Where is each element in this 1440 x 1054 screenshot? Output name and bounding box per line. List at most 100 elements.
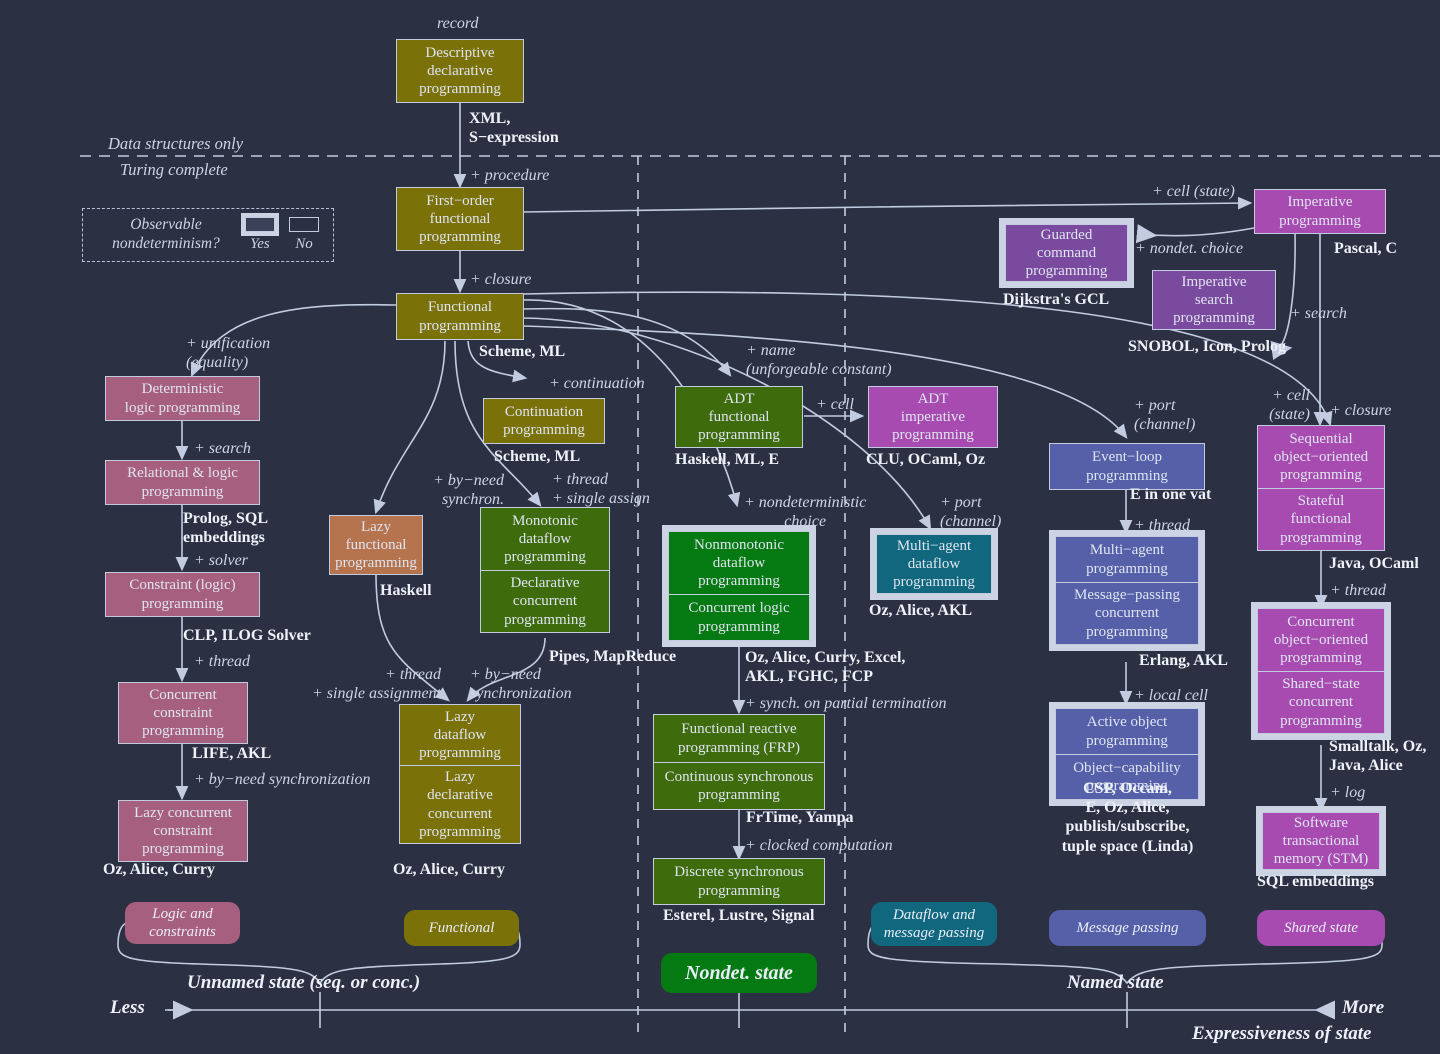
pill-logic-and-constraints[interactable]: Logic and constraints xyxy=(125,902,240,944)
lang-label-scheme-ml-1: Scheme, ML xyxy=(479,343,566,360)
node-line: Multi−agent xyxy=(1089,542,1165,559)
legend-swatch-yes xyxy=(245,217,275,232)
stack-active-object: Active object programming Object−capabil… xyxy=(1055,708,1199,800)
node-line: Message−passing xyxy=(1074,587,1180,604)
pill-message-passing[interactable]: Message passing xyxy=(1049,910,1206,946)
lang-label-erlang-akl: Erlang, AKL xyxy=(1139,652,1228,669)
lang-label-xml-sexpr: XML, S−expression xyxy=(469,110,559,147)
node-nonmonotonic-dataflow-programming[interactable]: Nonmonotonic dataflow programming xyxy=(669,532,809,594)
node-line: Nonmonotonic xyxy=(694,536,784,553)
node-line: declarative xyxy=(427,62,493,79)
node-lazy-declarative-concurrent-programming[interactable]: Lazy declarative concurrent programming xyxy=(400,765,520,843)
node-adt-imperative-programming[interactable]: ADT imperative programming xyxy=(868,386,998,448)
node-discrete-synchronous-programming[interactable]: Discrete synchronous programming xyxy=(653,858,825,905)
stack-multiagent-programming: Multi−agent programming Message−passing … xyxy=(1055,536,1199,645)
node-declarative-concurrent-programming[interactable]: Declarative concurrent programming xyxy=(481,570,609,632)
node-event-loop-programming[interactable]: Event−loop programming xyxy=(1049,443,1205,490)
node-multiagent-programming[interactable]: Multi−agent programming xyxy=(1056,537,1198,582)
node-guarded-command-programming[interactable]: Guarded command programming xyxy=(1005,224,1128,282)
node-line: Declarative xyxy=(510,575,580,592)
node-line: programming xyxy=(698,618,780,635)
edge-label-procedure: + procedure xyxy=(470,167,550,184)
edge-label-port-channel-1: + port (channel) xyxy=(940,494,1002,531)
node-line: programming xyxy=(1086,732,1168,749)
edge-label-byneed-sync-1: + by−need synchronization xyxy=(194,771,371,788)
stack-monotonic-dataflow: Monotonic dataflow programming Declarati… xyxy=(480,507,610,633)
node-line: constraint xyxy=(153,822,213,839)
node-line: programming xyxy=(1025,263,1108,280)
legend-swatch-no xyxy=(289,217,319,232)
edge-label-synch-partial-termination: + synch. on partial termination xyxy=(745,695,947,712)
node-line: ADT xyxy=(723,390,755,407)
node-line: programming xyxy=(504,549,586,566)
node-line: programming xyxy=(893,574,975,591)
lang-label-pascal-c: Pascal, C xyxy=(1334,240,1398,257)
node-constraint-logic-programming[interactable]: Constraint (logic) programming xyxy=(105,572,260,617)
node-stateful-functional-programming[interactable]: Stateful functional programming xyxy=(1258,488,1384,550)
node-active-object-programming[interactable]: Active object programming xyxy=(1056,709,1198,754)
edge-label-cell: + cell xyxy=(816,396,854,413)
node-line: Relational & logic xyxy=(127,465,238,482)
node-line: Sequential xyxy=(1289,430,1353,447)
node-line: programming xyxy=(335,555,417,572)
node-lazy-dataflow-programming[interactable]: Lazy dataflow programming xyxy=(400,705,520,765)
node-imperative-programming[interactable]: Imperative programming xyxy=(1254,189,1386,234)
node-line: Active object xyxy=(1086,714,1168,731)
node-line: programming xyxy=(503,422,585,438)
node-line: Descriptive xyxy=(425,44,495,61)
node-line: programming xyxy=(1173,310,1255,327)
lang-label-frtime-yampa: FrTime, Yampa xyxy=(746,809,854,826)
node-line: programming xyxy=(142,723,224,740)
node-deterministic-logic-programming[interactable]: Deterministic logic programming xyxy=(105,376,260,421)
node-functional-programming[interactable]: Functional programming xyxy=(396,293,524,340)
node-descriptive-declarative-programming[interactable]: Descriptive declarative programming xyxy=(396,39,524,103)
label-turing-complete: Turing complete xyxy=(120,160,228,179)
node-line: programming xyxy=(698,882,780,899)
node-lazy-concurrent-constraint-programming[interactable]: Lazy concurrent constraint programming xyxy=(118,800,248,862)
node-line: Object−capability xyxy=(1073,759,1181,776)
lang-label-oz-alice-akl: Oz, Alice, AKL xyxy=(869,602,973,619)
node-continuation-programming[interactable]: Continuation programming xyxy=(483,398,605,444)
node-line: programming xyxy=(698,427,780,444)
node-line: programming xyxy=(419,81,501,98)
node-message-passing-concurrent-programming[interactable]: Message−passing concurrent programming xyxy=(1056,582,1198,644)
pill-dataflow-and-message-passing[interactable]: Dataflow and message passing xyxy=(871,902,997,946)
node-lazy-functional-programming[interactable]: Lazy functional programming xyxy=(329,515,423,575)
edge-label-search-2: + search xyxy=(1290,305,1347,322)
lang-label-pipes-mapreduce: Pipes, MapReduce xyxy=(549,648,677,665)
edge-label-cell-state-1: + cell (state) xyxy=(1152,183,1235,200)
node-sequential-object-oriented-programming[interactable]: Sequential object−oriented programming xyxy=(1258,426,1384,488)
node-adt-functional-programming[interactable]: ADT functional programming xyxy=(675,386,803,448)
node-monotonic-dataflow-programming[interactable]: Monotonic dataflow programming xyxy=(481,508,609,570)
node-line: programming xyxy=(142,841,224,858)
node-imperative-search-programming[interactable]: Imperative search programming xyxy=(1152,270,1276,330)
node-first-order-functional-programming[interactable]: First−order functional programming xyxy=(396,187,524,251)
node-concurrent-constraint-programming[interactable]: Concurrent constraint programming xyxy=(118,682,248,744)
edge-label-thread-single-assignment: + thread + single assignment xyxy=(311,666,441,703)
pill-shared-state[interactable]: Shared state xyxy=(1257,910,1385,946)
node-relational-logic-programming[interactable]: Relational & logic programming xyxy=(105,460,260,505)
node-concurrent-logic-programming[interactable]: Concurrent logic programming xyxy=(669,594,809,640)
node-object-capability-programming[interactable]: Object−capability programming xyxy=(1056,754,1198,799)
node-line: Continuous synchronous xyxy=(664,768,814,785)
node-line: Imperative xyxy=(1287,194,1353,211)
pill-nondet-state[interactable]: Nondet. state xyxy=(661,953,817,993)
edge-label-port-channel-2: + port (channel) xyxy=(1134,397,1196,434)
node-line: Lazy xyxy=(445,768,475,785)
node-multiagent-dataflow-programming[interactable]: Multi−agent dataflow programming xyxy=(876,534,992,594)
node-functional-reactive-programming[interactable]: Functional reactive programming (FRP) xyxy=(654,715,824,762)
node-software-transactional-memory[interactable]: Software transactional memory (STM) xyxy=(1262,812,1380,870)
label-data-structures-only: Data structures only xyxy=(108,134,244,153)
node-line: programming xyxy=(1086,467,1168,484)
node-line: Monotonic xyxy=(512,512,578,529)
nondeterminism-legend: Observable nondeterminism? Yes No xyxy=(82,208,334,262)
node-concurrent-object-oriented-programming[interactable]: Concurrent object−oriented programming xyxy=(1258,609,1384,671)
node-line: Deterministic xyxy=(141,381,224,398)
lang-label-oz-alice-curry-2: Oz, Alice, Curry xyxy=(393,861,505,878)
pill-functional[interactable]: Functional xyxy=(404,910,519,946)
node-continuous-synchronous-programming[interactable]: Continuous synchronous programming xyxy=(654,762,824,809)
node-shared-state-concurrent-programming[interactable]: Shared−state concurrent programming xyxy=(1258,671,1384,733)
axis-title-expressiveness-of-state: Expressiveness of state xyxy=(1192,1023,1372,1044)
node-line: ADT xyxy=(917,390,949,407)
